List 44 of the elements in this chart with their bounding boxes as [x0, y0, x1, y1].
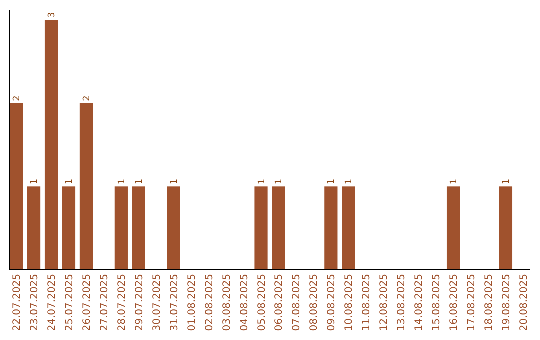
x-tick-label: 19.08.2025: [501, 274, 512, 332]
x-tick-label: 11.08.2025: [362, 274, 373, 332]
data-label: 3: [48, 12, 58, 18]
data-label: 1: [117, 178, 128, 185]
x-tick-label: 10.08.2025: [344, 274, 356, 332]
x-tick-label: 03.08.2025: [222, 274, 233, 332]
x-tick-label: 30.07.2025: [152, 274, 163, 332]
data-label: 1: [327, 178, 338, 185]
data-label: 1: [64, 178, 75, 185]
x-tick-label: 17.08.2025: [466, 274, 478, 332]
x-tick-label: 05.08.2025: [256, 274, 268, 332]
data-label: 2: [12, 96, 23, 102]
x-tick-label: 29.07.2025: [134, 274, 146, 332]
data-label: 1: [170, 178, 180, 185]
data-label: 1: [30, 178, 40, 185]
data-label: 2: [82, 96, 92, 102]
x-tick-label: 22.07.2025: [12, 274, 24, 332]
x-tick-label: 06.08.2025: [274, 274, 286, 332]
x-tick-label: 25.07.2025: [64, 274, 76, 332]
x-tick-label: 24.07.2025: [47, 274, 58, 332]
data-label: 1: [274, 178, 285, 185]
x-tick-label: 27.07.2025: [99, 274, 110, 332]
data-label: 1: [134, 178, 145, 185]
x-tick-label: 15.08.2025: [432, 274, 443, 332]
data-label: 1: [257, 178, 268, 185]
x-tick-label: 01.08.2025: [186, 274, 198, 332]
data-label: 1: [450, 178, 460, 185]
x-tick-label: 31.07.2025: [169, 274, 180, 332]
x-tick-label: 09.08.2025: [326, 274, 338, 332]
x-tick-label: 14.08.2025: [414, 274, 426, 332]
x-tick-label: 04.08.2025: [239, 274, 250, 332]
data-label: 1: [344, 178, 355, 185]
x-tick-label: 08.08.2025: [309, 274, 320, 332]
x-tick-label: 02.08.2025: [204, 274, 216, 332]
x-tick-label: 26.07.2025: [82, 274, 93, 332]
x-tick-label: 23.07.2025: [30, 274, 41, 332]
x-tick-label: 16.08.2025: [449, 274, 460, 332]
x-tick-label: 12.08.2025: [379, 274, 390, 332]
data-label: 1: [502, 178, 512, 185]
x-tick-label: 13.08.2025: [396, 274, 408, 332]
x-tick-label: 18.08.2025: [484, 274, 495, 332]
x-tick-label: 07.08.2025: [292, 274, 303, 332]
x-tick-label: 28.07.2025: [116, 274, 128, 332]
x-tick-label: 20.08.2025: [518, 274, 530, 332]
